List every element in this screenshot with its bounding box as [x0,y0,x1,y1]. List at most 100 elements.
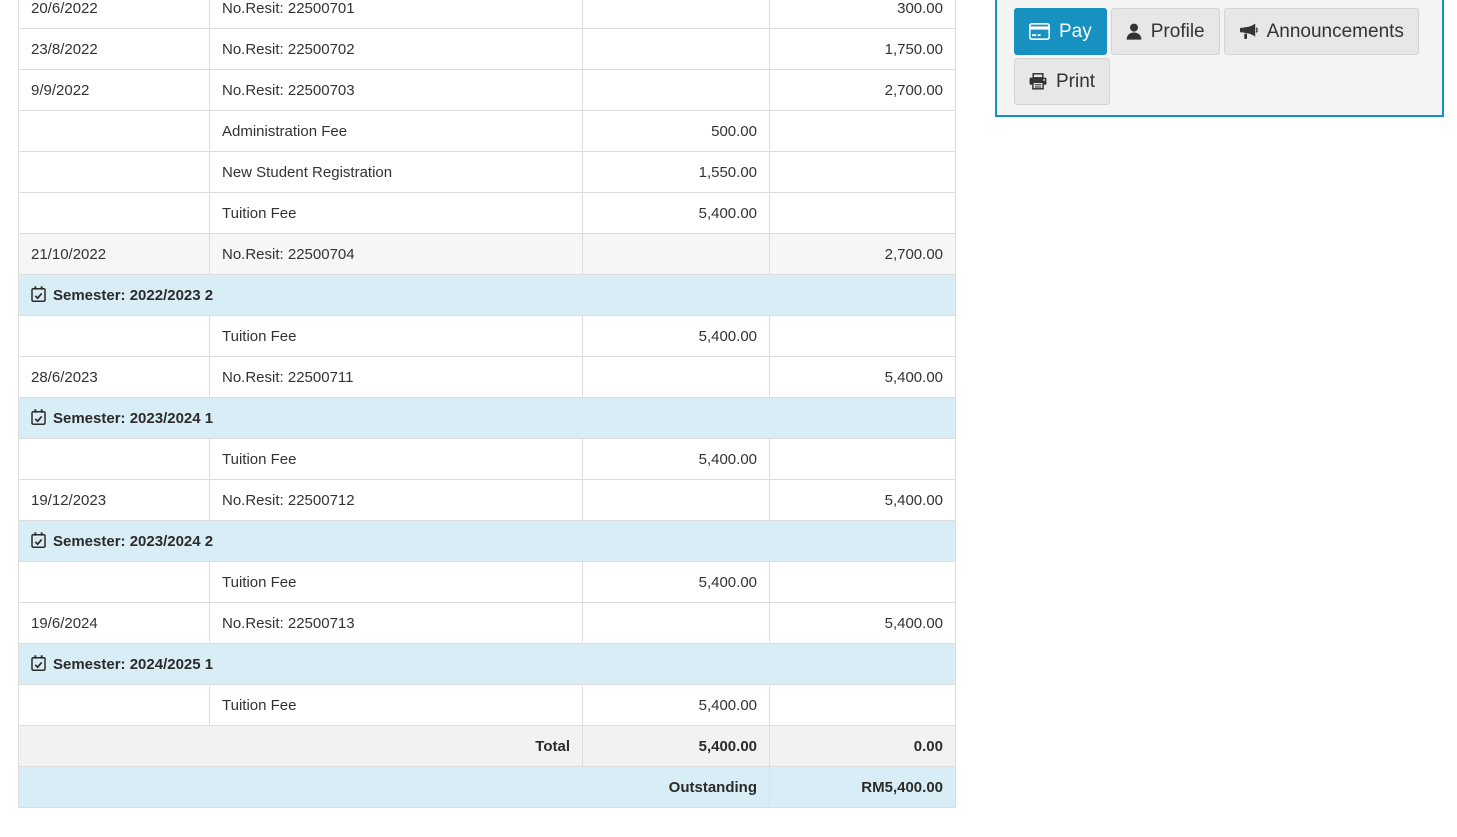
cell-credit [769,315,956,357]
outstanding-amount-cell: RM5,400.00 [769,766,956,808]
cell-date: 28/6/2023 [18,356,210,398]
cell-credit [769,110,956,152]
cell-date: 23/8/2022 [18,28,210,70]
table-row: Administration Fee 500.00 [18,110,956,152]
calendar-check-icon [31,286,46,302]
cell-description: Tuition Fee [209,684,583,726]
cell-date: 21/10/2022 [18,233,210,275]
cell-credit [769,192,956,234]
semester-header-cell: Semester: 2024/2025 1 [18,643,956,685]
cell-date [18,438,210,480]
cell-credit: 2,700.00 [769,69,956,111]
cell-date [18,561,210,603]
cell-description: No.Resit: 22500701 [209,0,583,29]
pay-button[interactable]: Pay [1014,8,1107,55]
semester-row: Semester: 2023/2024 2 [18,520,956,562]
cell-description: No.Resit: 22500713 [209,602,583,644]
cell-description: No.Resit: 22500711 [209,356,583,398]
cell-debit: 5,400.00 [582,561,770,603]
table-row: 20/6/2022 No.Resit: 22500701 300.00 [18,0,956,29]
semester-label: Semester: 2024/2025 1 [53,656,214,673]
cell-date: 19/6/2024 [18,602,210,644]
fee-statement: 20/6/2022 No.Resit: 22500701 300.00 23/8/20… [18,0,956,808]
semester-row: Semester: 2022/2023 2 [18,274,956,316]
cell-date: 20/6/2022 [18,0,210,29]
cell-debit [582,233,770,275]
semester-header-cell: Semester: 2023/2024 2 [18,520,956,562]
calendar-check-icon [31,655,46,671]
table-row: 19/6/2024 No.Resit: 22500713 5,400.00 [18,602,956,644]
cell-description: Tuition Fee [209,438,583,480]
cell-date: 9/9/2022 [18,69,210,111]
cell-description: Tuition Fee [209,561,583,603]
cell-debit [582,0,770,29]
profile-button-label: Profile [1150,21,1205,42]
calendar-check-icon [31,532,46,548]
cell-debit: 5,400.00 [582,315,770,357]
total-credit-cell: 0.00 [769,725,956,767]
table-row: 9/9/2022 No.Resit: 22500703 2,700.00 [18,69,956,111]
table-row: 21/10/2022 No.Resit: 22500704 2,700.00 [18,233,956,275]
print-button-label: Print [1056,71,1096,92]
table-row: 19/12/2023 No.Resit: 22500712 5,400.00 [18,479,956,521]
table-row: Tuition Fee 5,400.00 [18,684,956,726]
table-row: 28/6/2023 No.Resit: 22500711 5,400.00 [18,356,956,398]
cell-debit [582,602,770,644]
cell-description: New Student Registration [209,151,583,193]
cell-date [18,192,210,234]
user-icon [1126,23,1142,40]
calendar-check-icon [31,409,46,425]
cell-credit [769,561,956,603]
cell-credit: 5,400.00 [769,602,956,644]
semester-row: Semester: 2023/2024 1 [18,397,956,439]
cell-credit: 300.00 [769,0,956,29]
semester-header-cell: Semester: 2023/2024 1 [18,397,956,439]
credit-card-icon [1029,23,1050,40]
printer-icon [1029,73,1047,90]
cell-debit [582,69,770,111]
cell-date [18,151,210,193]
semester-label: Semester: 2023/2024 2 [53,533,214,550]
table-row: Tuition Fee 5,400.00 [18,315,956,357]
cell-credit [769,151,956,193]
cell-debit: 1,550.00 [582,151,770,193]
cell-description: Tuition Fee [209,315,583,357]
cell-description: Administration Fee [209,110,583,152]
outstanding-label-cell: Outstanding [18,766,770,808]
cell-description: No.Resit: 22500703 [209,69,583,111]
bullhorn-icon [1239,23,1258,40]
print-button[interactable]: Print [1014,58,1111,105]
table-row: 23/8/2022 No.Resit: 22500702 1,750.00 [18,28,956,70]
cell-description: No.Resit: 22500712 [209,479,583,521]
total-label-cell: Total [18,725,583,767]
profile-button[interactable]: Profile [1110,8,1220,55]
table-row: New Student Registration 1,550.00 [18,151,956,193]
semester-label: Semester: 2022/2023 2 [53,287,214,304]
announcements-button[interactable]: Announcements [1223,8,1419,55]
cell-date [18,315,210,357]
cell-date: 19/12/2023 [18,479,210,521]
semester-label: Semester: 2023/2024 1 [53,410,214,427]
semester-row: Semester: 2024/2025 1 [18,643,956,685]
actions-panel: Pay Profile Announcements [995,0,1444,117]
cell-credit [769,684,956,726]
cell-debit: 5,400.00 [582,438,770,480]
cell-debit: 5,400.00 [582,684,770,726]
fee-statement-table: 20/6/2022 No.Resit: 22500701 300.00 23/8/20… [18,0,956,808]
cell-credit: 5,400.00 [769,356,956,398]
cell-debit [582,28,770,70]
cell-description: Tuition Fee [209,192,583,234]
cell-date [18,110,210,152]
table-row: Tuition Fee 5,400.00 [18,561,956,603]
table-row: Tuition Fee 5,400.00 [18,192,956,234]
table-row: Tuition Fee 5,400.00 [18,438,956,480]
semester-header-cell: Semester: 2022/2023 2 [18,274,956,316]
fee-table-body: 20/6/2022 No.Resit: 22500701 300.00 23/8/20… [18,0,956,808]
actions-button-row: Pay Profile Announcements [1014,8,1424,105]
cell-debit: 500.00 [582,110,770,152]
cell-credit: 5,400.00 [769,479,956,521]
cell-credit [769,438,956,480]
announcements-button-label: Announcements [1266,21,1404,42]
cell-debit: 5,400.00 [582,192,770,234]
cell-description: No.Resit: 22500702 [209,28,583,70]
